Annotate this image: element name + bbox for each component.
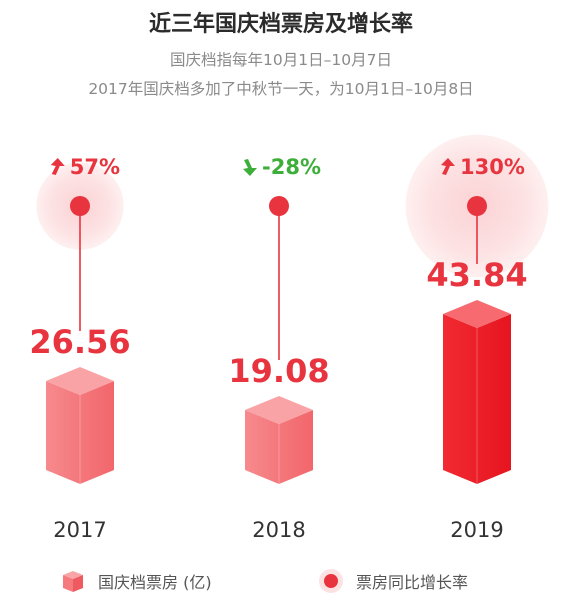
- cube-legend-icon: [63, 571, 83, 592]
- bar-top-2017: [46, 367, 114, 396]
- category-label-2017: 2017: [53, 518, 106, 542]
- up-arrow-icon-2019: [441, 158, 455, 175]
- growth-dot-2017: [70, 196, 90, 216]
- legend-item-growth: 票房同比增长率: [318, 566, 468, 596]
- value-label-2018: 19.08: [228, 352, 329, 390]
- chart-subtitle-line-1: 国庆档指每年10月1日–10月7日: [170, 51, 392, 69]
- dot-legend-icon: [319, 569, 343, 593]
- bar-top-2018: [245, 396, 313, 425]
- bar-top-2019: [443, 300, 511, 328]
- legend-item-box-office: 国庆档票房 (亿): [60, 566, 212, 596]
- down-arrow-icon-2018: [243, 159, 257, 176]
- legend-label-growth: 票房同比增长率: [356, 573, 469, 592]
- category-label-2018: 2018: [252, 518, 305, 542]
- growth-label-2017: 57%: [70, 155, 120, 179]
- chart-subtitle-line-2: 2017年国庆档多加了中秋节一天，为10月1日–10月8日: [88, 80, 474, 98]
- growth-dot-2019: [467, 196, 487, 216]
- value-label-2019: 43.84: [426, 256, 527, 294]
- category-label-2019: 2019: [450, 518, 503, 542]
- value-label-2017: 26.56: [29, 323, 130, 361]
- chart-title: 近三年国庆档票房及增长率: [148, 12, 413, 37]
- bar-2017: [46, 381, 114, 484]
- box-office-chart: 26.56 57% 2017 19.08 -28% 2018 43.84 130% 2019: [29, 134, 549, 542]
- growth-dot-2018: [269, 196, 289, 216]
- bar-2018: [245, 410, 313, 484]
- bar-2019: [443, 314, 511, 484]
- legend-label-box-office: 国庆档票房 (亿): [98, 573, 212, 592]
- growth-label-2018: -28%: [262, 155, 321, 179]
- growth-label-2019: 130%: [460, 155, 525, 179]
- up-arrow-icon-2017: [50, 158, 65, 175]
